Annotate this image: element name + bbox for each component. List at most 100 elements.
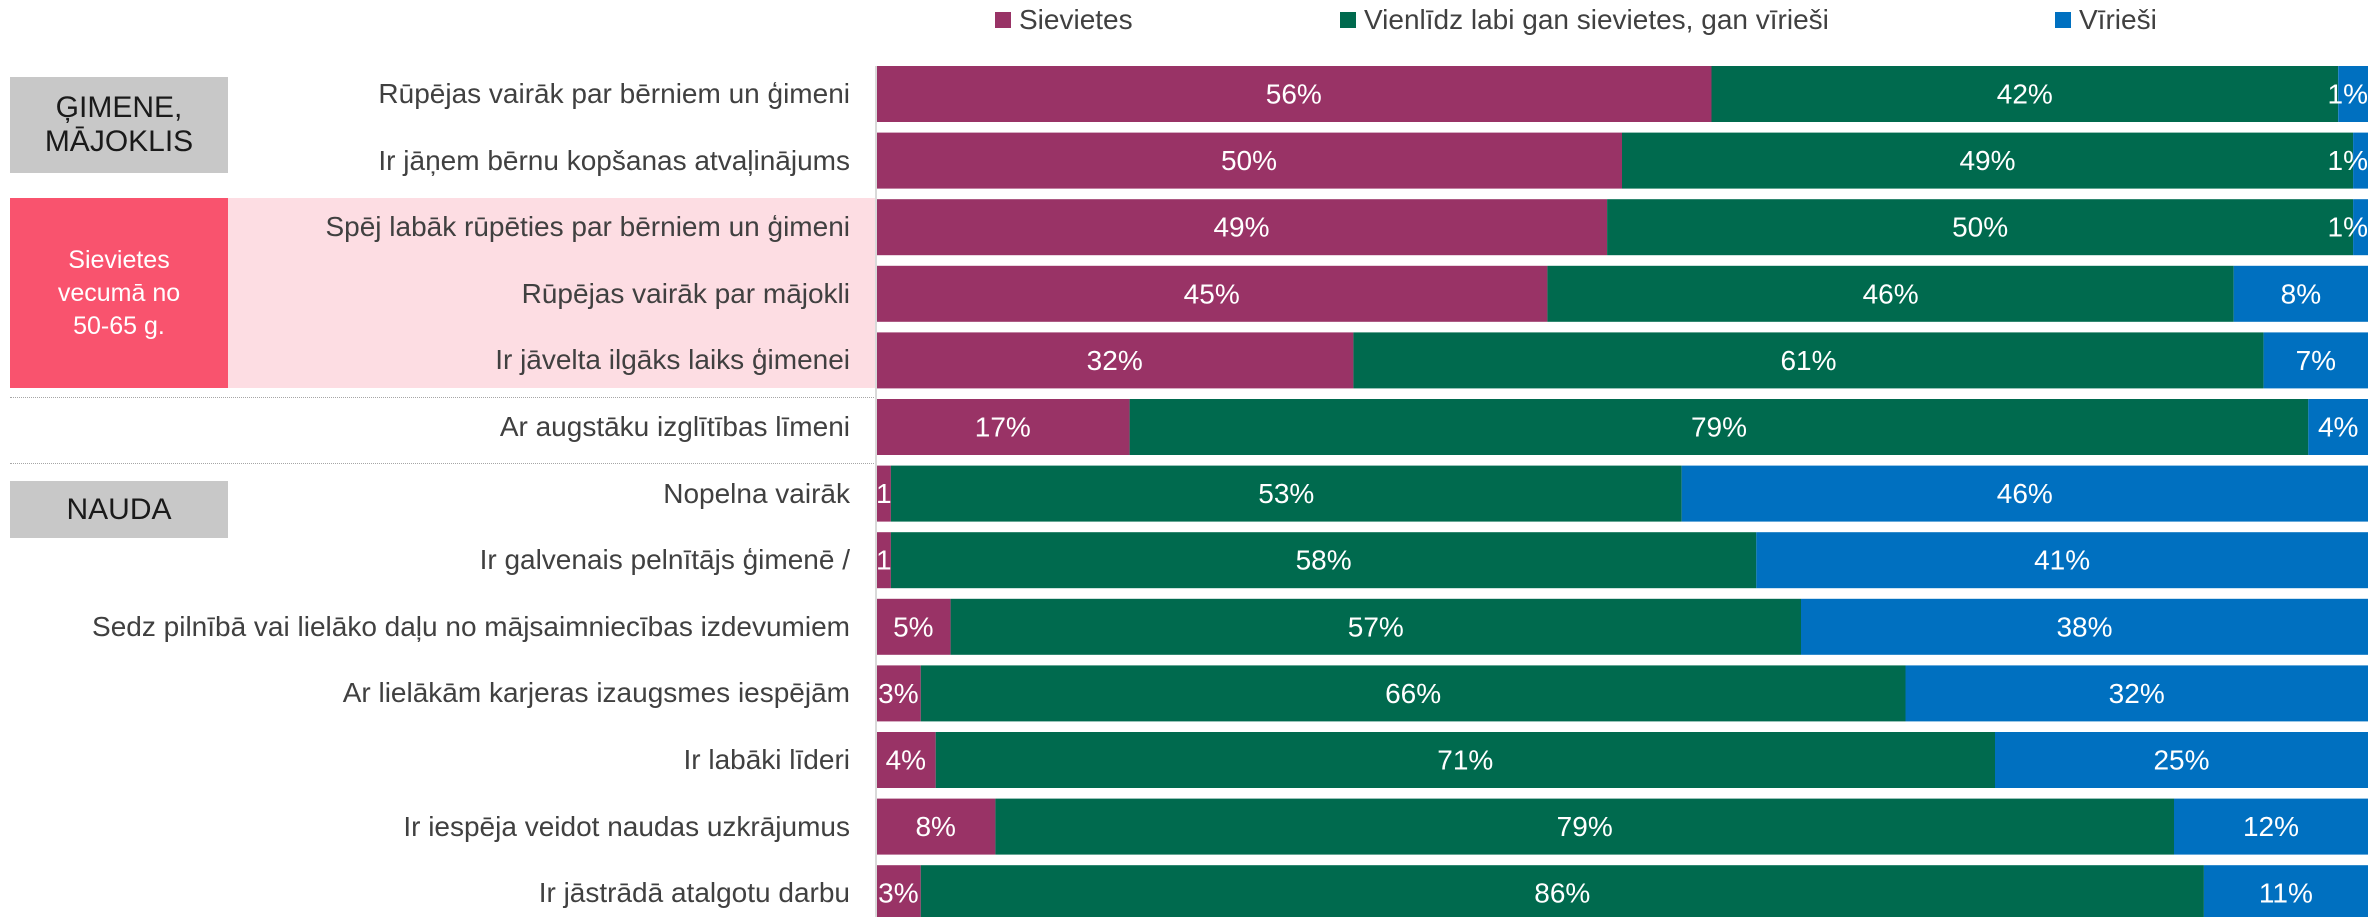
data-label-women: 49% — [1213, 212, 1269, 243]
category-label: Ir jāņem bērnu kopšanas atvaļinājums — [378, 144, 850, 176]
data-label-women: 50% — [1221, 145, 1277, 176]
group-label-money: NAUDA — [10, 481, 228, 538]
group-label-women-50-65-text: Sievietes vecumā no 50-65 g. — [57, 245, 181, 340]
bar-equal — [1711, 66, 2339, 122]
group-label-family: ĢIMENE, MĀJOKLIS — [10, 77, 228, 173]
bar-equal — [920, 865, 2204, 917]
data-label-men: 1% — [2328, 145, 2368, 176]
data-label-men: 46% — [1997, 478, 2053, 509]
category-label: Rūpējas vairāk par mājokli — [521, 277, 850, 309]
category-label: Ar lielākām karjeras izaugsmes iespējām — [342, 677, 850, 709]
data-label-men: 12% — [2243, 811, 2299, 842]
section-divider-1 — [10, 397, 876, 398]
bar-women — [876, 865, 921, 917]
data-label-equal: 50% — [1952, 212, 2008, 243]
data-label-women: 56% — [1266, 79, 1322, 110]
data-label-equal: 79% — [1557, 811, 1613, 842]
bar-women — [876, 465, 891, 522]
bar-women — [876, 399, 1130, 455]
data-label-men: 38% — [2056, 611, 2112, 642]
legend-swatch-equal — [1340, 12, 1356, 28]
bar-men — [2174, 798, 2368, 855]
bar-men — [2263, 332, 2368, 389]
bar-men — [2353, 132, 2368, 189]
bar-women — [876, 199, 1608, 256]
bar-equal — [1547, 265, 2234, 322]
bar-women — [876, 665, 921, 722]
bar-men — [2308, 399, 2368, 455]
category-label: Spēj labāk rūpēties par bērniem un ģimen… — [325, 211, 850, 243]
data-label-men: 41% — [2034, 545, 2090, 576]
category-label: Sedz pilnībā vai lielāko daļu no mājsaim… — [92, 610, 850, 642]
bar-men — [1905, 665, 2368, 722]
group-label-family-text: ĢIMENE, MĀJOKLIS — [44, 91, 194, 158]
legend-label-women: Sievietes — [1019, 4, 1133, 35]
category-label: Ar augstāku izglītības līmeni — [499, 411, 850, 442]
category-label: Ir jāstrādā atalgotu darbu — [538, 877, 850, 909]
bar-equal — [1353, 332, 2264, 389]
group-label-money-text: NAUDA — [66, 492, 172, 526]
data-label-equal: 86% — [1534, 878, 1590, 909]
data-label-equal: 71% — [1437, 745, 1493, 776]
bar-equal — [890, 465, 1682, 522]
data-label-women: 3% — [878, 678, 918, 709]
section-divider-2 — [10, 463, 876, 464]
data-label-equal: 58% — [1296, 545, 1352, 576]
data-label-women: 3% — [878, 878, 918, 909]
data-label-women: 45% — [1184, 278, 1240, 309]
legend-swatch-women — [995, 12, 1011, 28]
data-label-equal: 49% — [1959, 145, 2015, 176]
data-label-equal: 57% — [1348, 611, 1404, 642]
bar-men — [2233, 265, 2368, 322]
data-label-equal: 46% — [1863, 278, 1919, 309]
category-label: Ir jāvelta ilgāks laiks ģimenei — [495, 344, 850, 376]
bar-equal — [995, 798, 2175, 855]
data-label-women: 5% — [893, 611, 933, 642]
bar-men — [2353, 199, 2368, 256]
data-label-men: 1% — [2328, 79, 2368, 110]
legend-swatch-men — [2055, 12, 2071, 28]
data-label-equal: 79% — [1691, 412, 1747, 443]
legend-item-men: Vīrieši — [2055, 4, 2157, 36]
group-label-women-50-65: Sievietes vecumā no 50-65 g. — [10, 198, 228, 388]
bar-women — [876, 132, 1622, 189]
data-label-men: 32% — [2109, 678, 2165, 709]
legend-item-women: Sievietes — [995, 4, 1133, 36]
category-label: Rūpējas vairāk par bērniem un ģimeni — [378, 78, 850, 109]
bar-men — [2203, 865, 2368, 917]
bar-equal — [1607, 199, 2354, 256]
bar-men — [1801, 598, 2368, 655]
data-label-men: 4% — [2318, 412, 2358, 443]
data-label-women: 4% — [886, 745, 926, 776]
data-label-men: 7% — [2296, 345, 2336, 376]
category-label: Ir iespēja veidot naudas uzkrājumus — [403, 810, 850, 842]
bar-women — [876, 598, 951, 655]
bar-equal — [920, 665, 1906, 722]
category-label: Nopelna vairāk — [663, 477, 850, 509]
bar-equal — [1129, 399, 2309, 455]
bar-women — [876, 532, 891, 589]
bar-women — [876, 732, 936, 788]
data-label-men: 11% — [2259, 878, 2313, 909]
legend-label-men: Vīrieši — [2079, 4, 2157, 35]
bar-women — [876, 798, 996, 855]
data-label-equal: 66% — [1385, 678, 1441, 709]
data-label-men: 1% — [2328, 212, 2368, 243]
data-label-equal: 61% — [1780, 345, 1836, 376]
bar-men — [1756, 532, 2368, 589]
category-axis-line — [875, 66, 877, 917]
data-label-women: 8% — [915, 811, 955, 842]
category-label: Ir galvenais pelnītājs ģimenē / — [479, 544, 850, 576]
bar-equal — [1622, 132, 2354, 189]
bar-women — [876, 265, 1548, 322]
bar-men — [1995, 732, 2368, 788]
legend-label-equal: Vienlīdz labi gan sievietes, gan vīrieši — [1364, 4, 1829, 35]
bar-equal — [890, 532, 1757, 589]
bar-equal — [950, 598, 1801, 655]
data-label-equal: 42% — [1997, 79, 2053, 110]
bar-men — [1681, 465, 2368, 522]
bar-women — [876, 332, 1354, 389]
data-label-women: 32% — [1087, 345, 1143, 376]
category-label: Ir labāki līderi — [683, 744, 850, 775]
